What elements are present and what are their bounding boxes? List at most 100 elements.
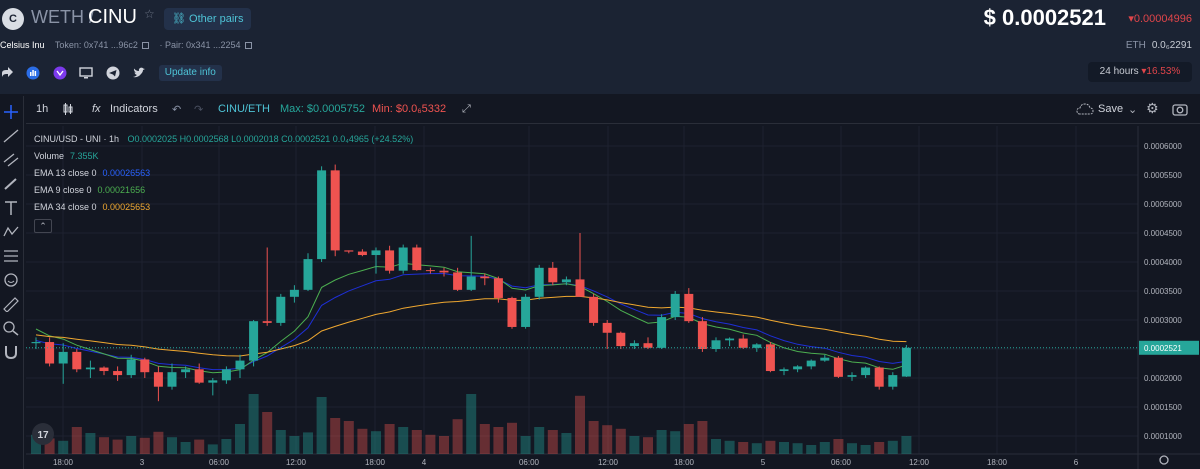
volume-bar [275, 430, 286, 454]
legend-ema13[interactable]: EMA 13 close 0 0.00026563 [34, 168, 151, 178]
price-change: ▾0.00004996 [1128, 13, 1192, 25]
dextools-icon[interactable] [53, 66, 67, 80]
candle [330, 164, 340, 257]
volume-bar [343, 421, 354, 454]
price-axis[interactable]: 0.0006000 0.0005500 0.0005000 0.0004500 0.00… [1139, 142, 1199, 441]
legend-ohlc: CINU/USD - UNI · 1h O0.0002025 H0.000256… [34, 134, 413, 144]
candle-body [140, 359, 150, 373]
price-tick-label: 0.0006000 [1144, 142, 1182, 151]
time-tick-label: 06:00 [209, 458, 230, 467]
volume-bar [235, 424, 245, 454]
chevron-down-icon[interactable]: ⌄ [1128, 104, 1138, 116]
candle [670, 291, 680, 320]
price-tick-label: 0.0005500 [1144, 171, 1182, 180]
candle [58, 343, 68, 384]
parallel-channel-icon[interactable] [2, 152, 20, 168]
undo-icon[interactable]: ↶ [172, 104, 182, 116]
volume-bar [806, 445, 817, 454]
candle [398, 244, 408, 274]
time-tick-label: 18:00 [987, 458, 1008, 467]
volume-bar [643, 437, 653, 454]
uniswap-icon[interactable] [26, 66, 40, 80]
collapse-legend-icon[interactable]: ⌃ [34, 219, 52, 233]
share-icon[interactable] [0, 66, 14, 80]
time-axis[interactable]: 18:00 3 06:00 12:00 18:00 4 06:00 12:00 18:00 5 06… [53, 458, 1079, 467]
token-info-line: Celsius Inu Token: 0x741 ...96c2 · Pair:… [0, 40, 260, 50]
volume-bar [44, 438, 55, 454]
indicators-icon[interactable]: fx [92, 103, 101, 115]
time-axis-settings-icon[interactable] [1159, 455, 1169, 465]
fullscreen-icon[interactable]: ⤢ [462, 103, 471, 115]
volume-bar [330, 418, 341, 454]
volume-bar [194, 439, 205, 454]
candle [861, 366, 871, 378]
other-pairs-button[interactable]: ⛓ Other pairs [164, 8, 252, 30]
candle [534, 264, 544, 300]
update-info-button[interactable]: Update info [158, 64, 222, 81]
text-tool-icon[interactable] [2, 200, 20, 216]
candle [833, 355, 843, 378]
volume-bar [697, 421, 708, 454]
copy-pair-icon[interactable] [244, 42, 252, 49]
cloud-icon[interactable] [1076, 103, 1094, 115]
twitter-icon[interactable] [132, 66, 146, 80]
candle [874, 366, 884, 390]
current-price: $ 0.0002521 [983, 5, 1106, 30]
candle-body [221, 369, 231, 381]
candle [684, 288, 694, 323]
settings-gear-icon[interactable]: ⚙ [1146, 100, 1159, 116]
candle-body [357, 251, 367, 256]
website-icon[interactable] [79, 66, 94, 80]
telegram-icon[interactable] [106, 66, 120, 80]
legend-ohlc-values: O0.0002025 H0.0002568 L0.0002018 C0.0002… [127, 134, 414, 144]
candle-body [534, 267, 544, 297]
indicators-button[interactable]: Indicators [110, 103, 158, 115]
price-tick-label: 0.0002000 [1144, 374, 1182, 383]
ruler-icon[interactable] [2, 296, 20, 312]
candle [738, 334, 748, 349]
legend-ema34[interactable]: EMA 34 close 0 0.00025653 [34, 202, 151, 212]
interval-selector[interactable]: 1h [36, 103, 49, 115]
candle-body [58, 351, 68, 364]
brush-icon[interactable] [2, 176, 20, 192]
candles [31, 164, 911, 402]
candle-body [330, 170, 340, 251]
favorite-star-icon[interactable]: ☆ [144, 7, 155, 21]
volume-bar [357, 428, 368, 454]
candle-body [575, 279, 585, 297]
volume-bar [153, 431, 164, 454]
volume-bar [779, 442, 789, 454]
candle [153, 366, 163, 402]
camera-icon[interactable] [1172, 102, 1188, 116]
candle-body [31, 342, 41, 344]
pattern-icon[interactable] [2, 224, 20, 240]
zoom-in-icon[interactable] [2, 320, 20, 336]
emoji-icon[interactable] [2, 272, 20, 288]
volume-bar [901, 436, 912, 454]
price-chart[interactable]: 0.0006000 0.0005500 0.0005000 0.0004500 0.00… [26, 126, 1200, 469]
candle-body [847, 375, 857, 377]
candle-body [72, 351, 82, 370]
candle-body [820, 357, 830, 361]
candle [847, 372, 857, 381]
candle [602, 320, 612, 349]
period-change: ▾16.53% [1141, 66, 1181, 77]
legend-volume[interactable]: Volume 7.355K [34, 151, 99, 161]
legend-ema9[interactable]: EMA 9 close 0 0.00021656 [34, 185, 146, 195]
period-selector[interactable]: 24 hours ▾16.53% [1088, 62, 1192, 82]
candle [385, 245, 395, 274]
crosshair-icon[interactable] [2, 104, 20, 120]
fib-icon[interactable] [2, 248, 20, 264]
candle-body [412, 247, 422, 271]
candle [208, 378, 218, 396]
candle [72, 349, 82, 373]
redo-icon[interactable]: ↷ [194, 104, 204, 116]
trend-line-icon[interactable] [2, 128, 20, 144]
magnet-icon[interactable] [2, 344, 20, 360]
pair-header: C WETH / CINU ☆ ⛓ Other pairs Celsius In… [0, 0, 1200, 94]
candle [412, 244, 422, 271]
save-button[interactable]: Save [1098, 103, 1124, 115]
token-logo: C [2, 8, 24, 30]
candle-type-icon[interactable] [62, 102, 74, 116]
copy-token-icon[interactable] [141, 42, 149, 49]
